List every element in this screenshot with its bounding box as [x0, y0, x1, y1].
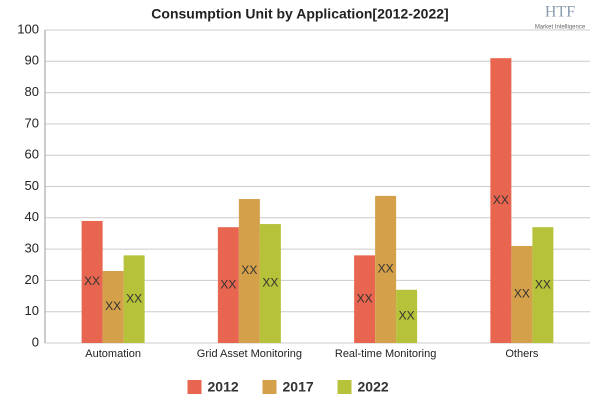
legend-label: 2022: [358, 379, 389, 395]
legend-label: 2012: [208, 379, 239, 395]
legend-swatch: [337, 380, 352, 394]
legend-swatch: [187, 380, 202, 394]
value-label: XX: [220, 277, 236, 291]
value-label: XX: [514, 287, 530, 301]
value-label: XX: [493, 193, 509, 207]
y-tick-label: 60: [25, 147, 39, 162]
y-tick-label: 30: [25, 241, 39, 256]
value-label: XX: [105, 299, 121, 313]
y-tick-label: 40: [25, 209, 39, 224]
bar: [81, 220, 103, 343]
y-tick-label: 20: [25, 272, 39, 287]
bar: [490, 58, 512, 344]
value-label: XX: [262, 276, 278, 290]
value-label: XX: [126, 291, 142, 305]
y-tick-label: 90: [25, 53, 39, 68]
value-label: XX: [378, 262, 394, 276]
bar: [238, 199, 260, 343]
value-label: XX: [241, 263, 257, 277]
value-label: XX: [535, 277, 551, 291]
bar: [259, 224, 281, 343]
legend-label: 2017: [283, 379, 314, 395]
x-tick-label: Automation: [85, 348, 141, 360]
bar: [375, 195, 397, 343]
chart-title: Consumption Unit by Application[2012-202…: [151, 6, 448, 22]
y-tick-label: 10: [25, 303, 39, 318]
value-label: XX: [357, 291, 373, 305]
bar: [396, 289, 418, 343]
bar: [123, 255, 145, 343]
y-tick-label: 70: [25, 115, 39, 130]
legend-swatch: [262, 380, 277, 394]
logo-name: HTF: [545, 4, 575, 21]
value-label: XX: [84, 274, 100, 288]
bar: [354, 255, 376, 343]
bar: [511, 245, 533, 343]
bar: [532, 227, 554, 343]
bar: [217, 227, 239, 343]
x-tick-label: Others: [505, 348, 539, 360]
bar: [102, 271, 124, 343]
logo-tagline: Market Intelligence: [535, 25, 586, 31]
y-tick-label: 100: [17, 21, 39, 36]
x-tick-label: Real-time Monitoring: [335, 348, 436, 360]
value-label: XX: [399, 309, 415, 323]
y-tick-label: 50: [25, 178, 39, 193]
y-tick-label: 80: [25, 84, 39, 99]
y-tick-label: 0: [32, 334, 39, 349]
x-tick-label: Grid Asset Monitoring: [197, 348, 302, 360]
